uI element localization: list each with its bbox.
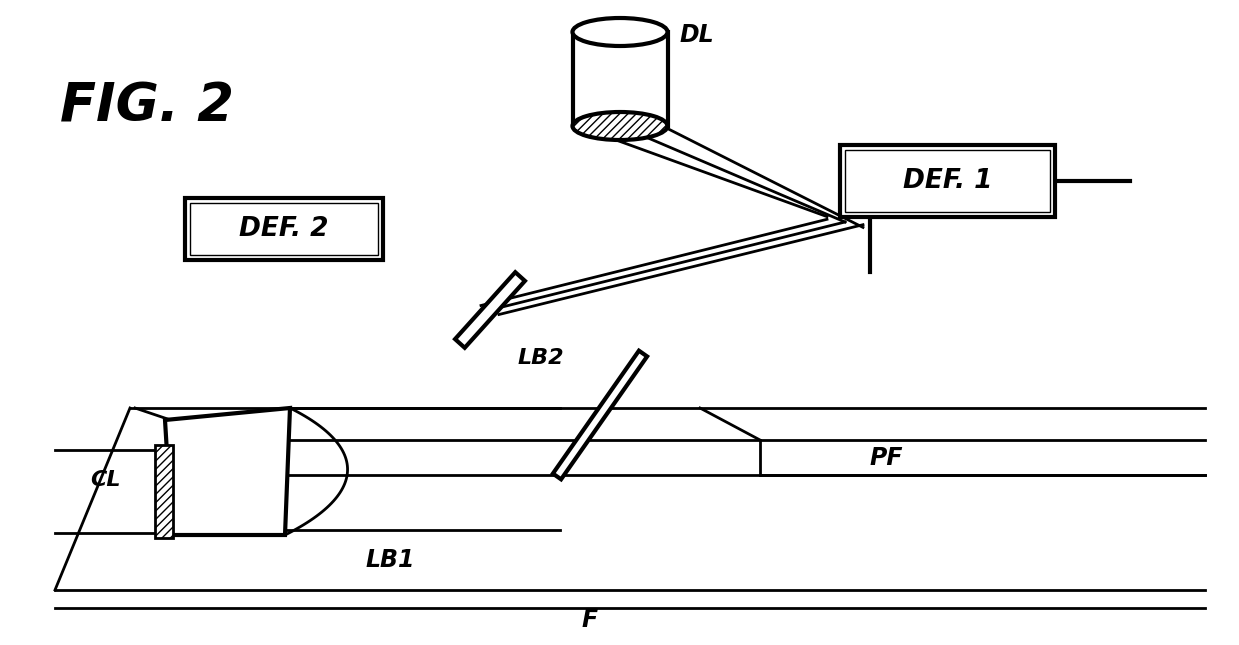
Bar (155, 445, 173, 538)
Text: PF: PF (870, 446, 903, 470)
Bar (185, 198, 383, 260)
Text: LB1: LB1 (366, 548, 415, 572)
Text: DL: DL (679, 23, 714, 47)
Bar (840, 145, 1054, 217)
Text: FIG. 2: FIG. 2 (59, 80, 234, 132)
Text: DEF. 2: DEF. 2 (239, 216, 328, 242)
Bar (845, 150, 1049, 212)
Polygon shape (455, 272, 525, 348)
Bar (190, 203, 378, 255)
Ellipse shape (572, 18, 668, 46)
Text: DEF. 1: DEF. 1 (903, 168, 992, 194)
Text: LB2: LB2 (518, 348, 565, 368)
Text: F: F (582, 608, 598, 632)
Text: CL: CL (90, 470, 120, 490)
Ellipse shape (572, 112, 668, 140)
Polygon shape (165, 408, 290, 535)
Polygon shape (553, 351, 647, 479)
